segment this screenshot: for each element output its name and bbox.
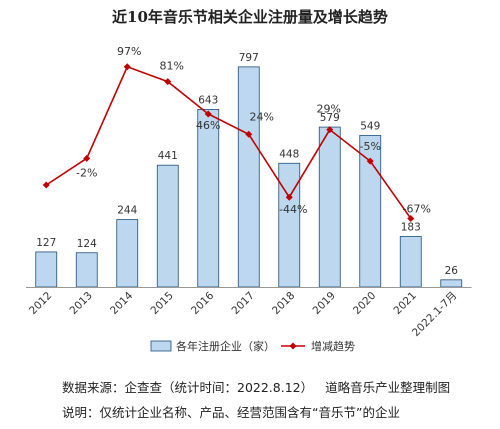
- bar-value-label-2018: 448: [279, 148, 299, 160]
- chart-title: 近10年音乐节相关企业注册量及增长趋势: [112, 8, 388, 26]
- trend-label-2017: 24%: [250, 110, 274, 123]
- bar-value-label-2016: 643: [198, 94, 218, 106]
- trend-label-2020: -5%: [360, 140, 381, 153]
- bar-value-label-2021: 183: [401, 221, 421, 233]
- bar-2015: [156, 164, 179, 288]
- trend-label-2013: -2%: [76, 166, 97, 179]
- trend-point-2012: [42, 181, 50, 189]
- x-tick-label-2016: 2016: [189, 289, 217, 317]
- bar-2014: [116, 219, 139, 288]
- x-tick-label-2021: 2021: [391, 290, 418, 317]
- bar-value-label-2013: 124: [77, 238, 97, 250]
- source-note-a: 数据来源：企查查（统计时间：2022.8.12）: [62, 380, 314, 395]
- trend-label-2018: -44%: [279, 203, 307, 216]
- trend-line: [45, 65, 412, 219]
- bar-value-label-2015: 441: [158, 150, 178, 162]
- x-tick-label-2015: 2015: [148, 290, 175, 317]
- x-tick-label-2012: 2012: [27, 290, 54, 317]
- bar-2021: [399, 236, 422, 288]
- legend-bar-swatch: [150, 340, 172, 352]
- legend-line-marker: [289, 342, 297, 350]
- x-tick-label-2014: 2014: [108, 289, 136, 317]
- scope-note: 说明：仅统计企业名称、产品、经营范围含有“音乐节”的企业: [62, 405, 400, 420]
- bar-value-label-2022.1-7月: 26: [445, 265, 459, 277]
- trend-point-2016: [204, 110, 212, 118]
- bar-value-label-2020: 549: [360, 120, 380, 132]
- bar-2012: [35, 251, 58, 288]
- trend-label-2019: 29%: [317, 103, 341, 116]
- bar-2018: [278, 162, 301, 288]
- trend-label-2015: 81%: [160, 60, 184, 73]
- x-tick-label-2018: 2018: [270, 290, 297, 317]
- bar-value-label-2014: 244: [117, 205, 137, 217]
- x-tick-label-2020: 2020: [351, 290, 378, 317]
- bar-2016: [197, 109, 220, 288]
- trend-label-2014: 97%: [117, 45, 141, 58]
- legend-bar-label: 各年注册企业（家）: [176, 339, 275, 353]
- trend-point-2015: [164, 78, 172, 86]
- bar-2022.1-7月: [440, 279, 463, 288]
- x-tick-label-2017: 2017: [229, 290, 256, 317]
- source-note: 数据来源：企查查（统计时间：2022.8.12） 道略音乐产业整理制图: [62, 377, 450, 396]
- bar-value-label-2019: 579: [320, 112, 340, 124]
- bar-value-label-2012: 127: [36, 237, 56, 249]
- trend-point-2021: [407, 214, 415, 222]
- trend-point-2013: [83, 154, 91, 162]
- bar-2017: [237, 66, 260, 288]
- trend-point-2019: [326, 126, 334, 134]
- legend-line-label: 增减趋势: [311, 339, 355, 353]
- trend-point-2018: [285, 193, 293, 201]
- source-note-b: 道略音乐产业整理制图: [325, 380, 451, 395]
- x-tick-label-2019: 2019: [310, 290, 337, 317]
- bar-2019: [318, 126, 341, 288]
- trend-label-2016: 46%: [196, 119, 220, 132]
- trend-point-2014: [123, 63, 131, 71]
- trend-point-2020: [366, 157, 374, 165]
- bar-value-label-2017: 797: [239, 52, 259, 64]
- trend-point-2017: [245, 130, 253, 138]
- x-tick-label-2013: 2013: [67, 290, 94, 317]
- trend-label-2021: -67%: [403, 202, 431, 215]
- bar-2013: [75, 252, 98, 288]
